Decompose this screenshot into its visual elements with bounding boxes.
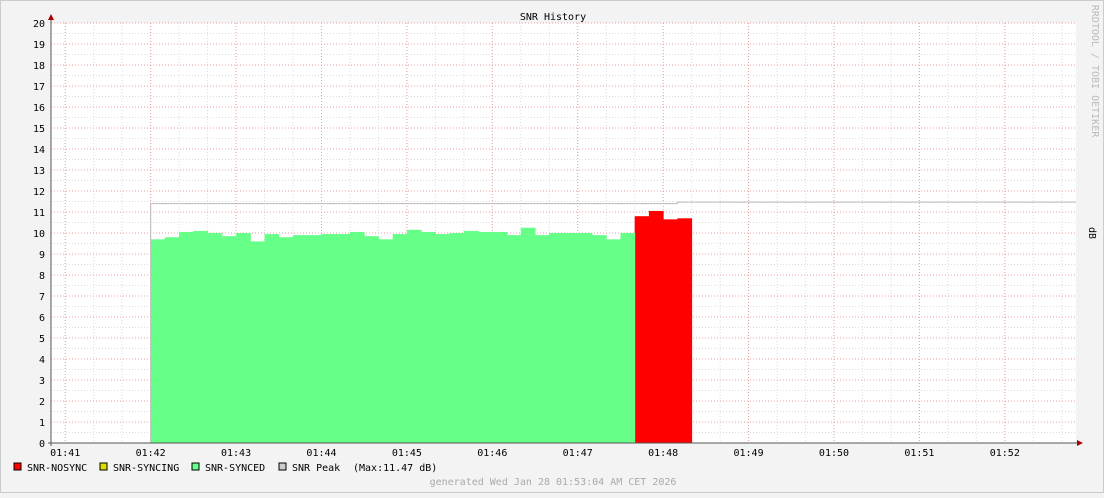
- bar-snr-synced: [264, 234, 280, 443]
- legend-swatch-snr-syncing: [99, 462, 108, 471]
- legend-swatch-snr-peak: [278, 462, 287, 471]
- bar-snr-synced: [378, 239, 394, 443]
- bar-snr-synced: [563, 233, 579, 443]
- bar-snr-nosync: [648, 210, 664, 443]
- bar-snr-synced: [392, 234, 408, 443]
- chart-title: SNR History: [520, 12, 586, 23]
- y-tick-label: 13: [33, 166, 45, 177]
- bar-snr-synced: [535, 235, 550, 443]
- peak-max-note: (Max:11.47 dB): [353, 463, 437, 474]
- bar-snr-synced: [435, 234, 451, 443]
- y-tick-label: 3: [39, 376, 45, 387]
- y-tick-label: 4: [39, 355, 45, 366]
- legend-swatch-snr-nosync: [13, 462, 22, 471]
- y-tick-label: 1: [39, 418, 45, 429]
- y-tick-label: 17: [33, 82, 45, 93]
- bar-snr-synced: [207, 233, 223, 443]
- x-tick-label: 01:44: [306, 448, 336, 459]
- y-tick-label: 18: [33, 61, 45, 72]
- x-tick-label: 01:49: [734, 448, 764, 459]
- x-axis-arrow: [1077, 440, 1083, 446]
- y-tick-label: 20: [33, 19, 45, 30]
- x-tick-label: 01:43: [221, 448, 251, 459]
- bar-snr-synced: [492, 231, 508, 443]
- y-tick-label: 14: [33, 145, 45, 156]
- x-tick-label: 01:50: [819, 448, 849, 459]
- bar-snr-synced: [250, 241, 266, 443]
- bar-snr-synced: [549, 233, 564, 443]
- bar-snr-synced: [179, 231, 194, 443]
- y-tick-label: 16: [33, 103, 45, 114]
- y-tick-label: 6: [39, 313, 45, 324]
- x-tick-label: 01:47: [563, 448, 593, 459]
- x-tick-label: 01:41: [50, 448, 80, 459]
- y-tick-label: 12: [33, 187, 45, 198]
- watermark: RRDTOOL / TOBI OETIKER: [1089, 5, 1100, 138]
- bar-snr-synced: [349, 231, 365, 443]
- x-tick-label: 01:51: [904, 448, 934, 459]
- legend-label: SNR Peak: [292, 463, 340, 474]
- x-tick-label: 01:46: [477, 448, 507, 459]
- peak-line: [150, 201, 1076, 205]
- y-tick-label: 7: [39, 292, 45, 303]
- y-tick-label: 8: [39, 271, 45, 282]
- bar-snr-nosync: [677, 218, 693, 443]
- x-tick-label: 01:48: [648, 448, 678, 459]
- x-tick-label: 01:52: [990, 448, 1020, 459]
- bar-snr-synced: [307, 235, 322, 443]
- bar-snr-synced: [321, 234, 337, 443]
- bar-snr-synced: [278, 237, 294, 443]
- y-tick-label: 19: [33, 40, 45, 51]
- y-tick-label: 2: [39, 397, 45, 408]
- bar-snr-synced: [193, 230, 209, 443]
- bar-snr-synced: [335, 234, 351, 443]
- y-tick-label: 15: [33, 124, 45, 135]
- bar-snr-synced: [150, 239, 166, 443]
- legend-label: SNR-SYNCING: [113, 463, 179, 474]
- bar-snr-synced: [421, 231, 436, 443]
- y-axis-arrow: [48, 14, 54, 20]
- y-tick-label: 9: [39, 250, 45, 261]
- y-axis-label: dB: [1086, 227, 1097, 239]
- bar-snr-synced: [236, 233, 251, 443]
- bar-snr-nosync: [663, 219, 678, 443]
- y-tick-label: 5: [39, 334, 45, 345]
- y-tick-label: 11: [33, 208, 45, 219]
- bar-snr-synced: [620, 233, 636, 443]
- y-tick-label: 0: [39, 439, 45, 450]
- legend-label: SNR-SYNCED: [205, 463, 265, 474]
- bar-snr-synced: [463, 230, 479, 443]
- y-tick-label: 10: [33, 229, 45, 240]
- bar-snr-synced: [506, 235, 522, 443]
- legend-swatch-snr-synced: [191, 462, 200, 471]
- bar-snr-synced: [577, 233, 593, 443]
- legend-label: SNR-NOSYNC: [27, 463, 87, 474]
- bar-snr-nosync: [634, 216, 650, 443]
- x-tick-label: 01:42: [136, 448, 166, 459]
- bar-snr-synced: [406, 229, 422, 443]
- bar-snr-synced: [164, 237, 180, 443]
- bar-snr-synced: [591, 235, 607, 443]
- bar-snr-synced: [478, 231, 493, 443]
- bar-snr-synced: [293, 235, 308, 443]
- bar-snr-synced: [364, 236, 379, 443]
- x-tick-label: 01:45: [392, 448, 422, 459]
- bar-snr-synced: [449, 233, 465, 443]
- bar-snr-synced: [520, 227, 536, 443]
- bar-snr-synced: [606, 239, 621, 443]
- bar-snr-synced: [221, 236, 237, 443]
- footer-generated: generated Wed Jan 28 01:53:04 AM CET 202…: [430, 477, 677, 488]
